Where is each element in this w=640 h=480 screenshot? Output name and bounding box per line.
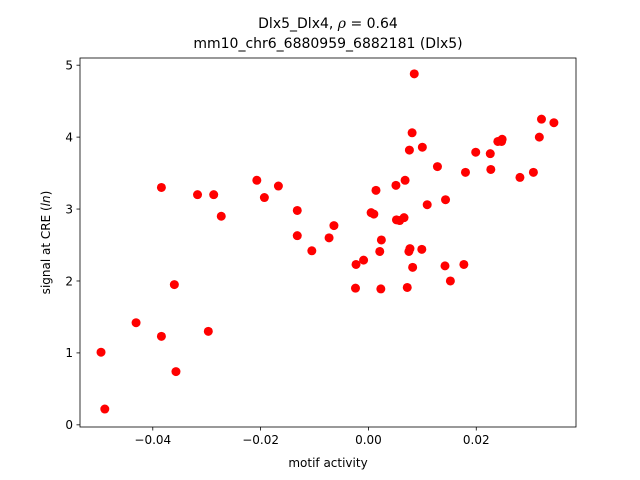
data-points: [96, 69, 559, 414]
data-point: [432, 162, 442, 172]
data-point: [408, 262, 418, 272]
data-point: [409, 69, 419, 79]
data-point: [209, 190, 219, 200]
y-axis-label-prefix: signal at CRE (: [39, 206, 53, 294]
data-point: [351, 259, 361, 269]
data-point: [193, 190, 203, 200]
data-point: [203, 326, 213, 336]
y-tick-label: 2: [65, 274, 73, 288]
data-point: [216, 211, 226, 221]
axes-frame: [79, 57, 577, 428]
data-point: [485, 149, 495, 159]
title-rho-value: = 0.64: [346, 16, 398, 32]
data-point: [259, 193, 269, 203]
data-point: [391, 180, 401, 190]
data-point: [376, 284, 386, 294]
data-point: [440, 261, 450, 271]
x-tick-label: −0.02: [242, 433, 279, 447]
data-point: [156, 331, 166, 341]
data-point: [445, 276, 455, 286]
data-point: [359, 255, 369, 265]
data-point: [459, 259, 469, 269]
data-point: [96, 347, 106, 357]
data-point: [376, 235, 386, 245]
title-rho-symbol: ρ: [337, 16, 347, 32]
data-point: [131, 318, 141, 328]
data-point: [292, 231, 302, 241]
data-point: [460, 167, 470, 177]
data-point: [417, 244, 427, 254]
chart-title-line1: Dlx5_Dlx4, ρ = 0.64: [258, 16, 398, 32]
data-point: [369, 209, 379, 219]
y-axis-label-suffix: ): [39, 191, 53, 196]
data-point: [404, 145, 414, 155]
data-point: [422, 200, 432, 210]
x-tick-label: 0.02: [463, 433, 490, 447]
y-tick-label: 5: [65, 58, 73, 72]
data-point: [324, 233, 334, 243]
data-point: [515, 172, 525, 182]
data-point: [252, 175, 262, 185]
data-point: [156, 182, 166, 192]
data-point: [375, 246, 385, 256]
y-axis-label: signal at CRE (ln): [39, 191, 53, 295]
x-axis-label: motif activity: [288, 456, 367, 470]
data-point: [400, 175, 410, 185]
x-axis: −0.04 −0.02 0.00 0.02: [134, 427, 490, 447]
data-point: [417, 142, 427, 152]
title-series-name: Dlx5_Dlx4,: [258, 16, 338, 32]
data-point: [407, 128, 417, 138]
y-axis-label-italic: ln: [39, 195, 53, 206]
data-point: [528, 167, 538, 177]
data-point: [350, 283, 360, 293]
data-point: [273, 181, 283, 191]
data-point: [405, 244, 415, 254]
y-axis: 0 1 2 3 4 5: [65, 58, 80, 432]
x-tick-label: −0.04: [134, 433, 171, 447]
data-point: [497, 134, 507, 144]
chart-title-line2: mm10_chr6_6880959_6882181 (Dlx5): [193, 36, 462, 52]
data-point: [399, 213, 409, 223]
data-point: [169, 280, 179, 290]
data-point: [486, 164, 496, 174]
x-tick-label: 0.00: [355, 433, 382, 447]
y-tick-label: 1: [65, 346, 73, 360]
y-tick-label: 4: [65, 130, 73, 144]
data-point: [100, 404, 110, 414]
data-point: [402, 282, 412, 292]
data-point: [371, 185, 381, 195]
data-point: [441, 195, 451, 205]
data-point: [329, 221, 339, 231]
data-point: [534, 132, 544, 142]
y-tick-label: 3: [65, 202, 73, 216]
data-point: [171, 367, 181, 377]
data-point: [549, 118, 559, 128]
data-point: [307, 246, 317, 256]
plot-area: [79, 57, 577, 428]
data-point: [536, 114, 546, 124]
y-tick-label: 0: [65, 418, 73, 432]
data-point: [292, 205, 302, 215]
data-point: [471, 147, 481, 157]
